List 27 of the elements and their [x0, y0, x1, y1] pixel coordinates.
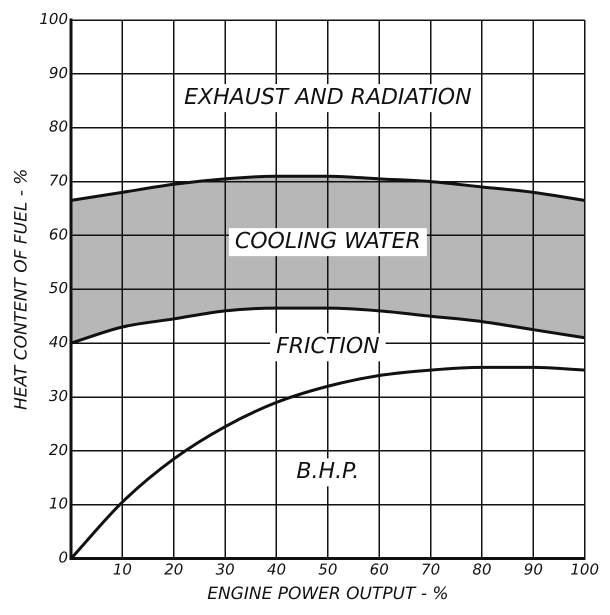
annotation: FRICTION [276, 334, 380, 359]
y-tick-label: 10 [48, 494, 68, 513]
x-tick-label: 50 [318, 560, 338, 578]
annotation: COOLING WATER [234, 228, 421, 254]
y-tick-label: 20 [48, 440, 68, 459]
y-tick-label: 50 [48, 279, 68, 298]
x-tick-label: 70 [421, 560, 440, 578]
y-tick-label: 100 [39, 10, 68, 28]
x-tick-label: 80 [472, 560, 492, 578]
x-tick-label: 60 [370, 560, 389, 578]
y-axis-title: HEAT CONTENT OF FUEL - % [12, 168, 32, 410]
x-axis-title: ENGINE POWER OUTPUT - % [207, 584, 449, 604]
y-tick-label: 60 [48, 225, 68, 244]
y-tick-label: 30 [48, 386, 68, 405]
x-tick-label: 40 [266, 560, 286, 578]
annotation: EXHAUST AND RADIATION [184, 84, 472, 110]
y-tick-label: 0 [58, 548, 68, 566]
x-tick-label: 30 [216, 560, 235, 578]
x-tick-label: 90 [524, 560, 543, 578]
y-tick-label: 70 [48, 171, 68, 190]
y-tick-label: 90 [48, 64, 68, 82]
annotation: B.H.P. [296, 459, 360, 484]
x-tick-label: 20 [164, 560, 184, 578]
x-tick-label: 10 [112, 560, 132, 578]
x-tick-label: 100 [570, 560, 600, 578]
y-tick-label: 80 [48, 118, 68, 136]
y-tick-label: 40 [48, 333, 68, 352]
